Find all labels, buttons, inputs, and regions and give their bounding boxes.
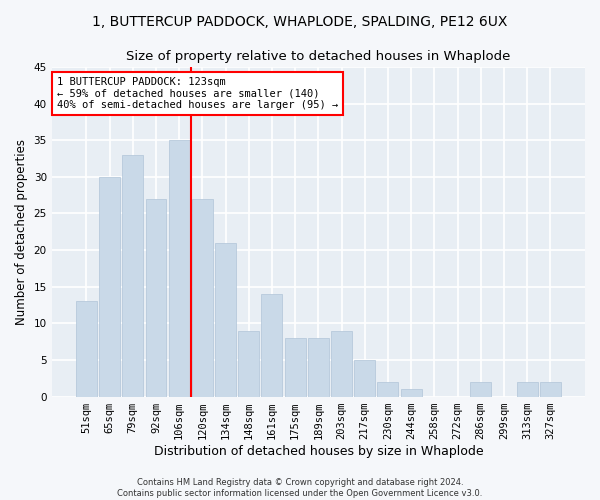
Text: Contains HM Land Registry data © Crown copyright and database right 2024.
Contai: Contains HM Land Registry data © Crown c… bbox=[118, 478, 482, 498]
Bar bbox=[308, 338, 329, 396]
X-axis label: Distribution of detached houses by size in Whaplode: Distribution of detached houses by size … bbox=[154, 444, 483, 458]
Y-axis label: Number of detached properties: Number of detached properties bbox=[15, 139, 28, 325]
Bar bbox=[470, 382, 491, 396]
Text: 1 BUTTERCUP PADDOCK: 123sqm
← 59% of detached houses are smaller (140)
40% of se: 1 BUTTERCUP PADDOCK: 123sqm ← 59% of det… bbox=[57, 77, 338, 110]
Bar bbox=[76, 302, 97, 396]
Bar bbox=[262, 294, 283, 396]
Bar bbox=[215, 243, 236, 396]
Bar bbox=[146, 199, 166, 396]
Bar bbox=[99, 177, 120, 396]
Bar bbox=[401, 390, 422, 396]
Bar bbox=[238, 330, 259, 396]
Title: Size of property relative to detached houses in Whaplode: Size of property relative to detached ho… bbox=[126, 50, 511, 63]
Bar bbox=[122, 155, 143, 396]
Bar bbox=[540, 382, 561, 396]
Bar bbox=[517, 382, 538, 396]
Bar bbox=[354, 360, 375, 397]
Bar bbox=[377, 382, 398, 396]
Bar bbox=[331, 330, 352, 396]
Bar bbox=[284, 338, 305, 396]
Bar bbox=[169, 140, 190, 396]
Bar bbox=[192, 199, 213, 396]
Text: 1, BUTTERCUP PADDOCK, WHAPLODE, SPALDING, PE12 6UX: 1, BUTTERCUP PADDOCK, WHAPLODE, SPALDING… bbox=[92, 15, 508, 29]
